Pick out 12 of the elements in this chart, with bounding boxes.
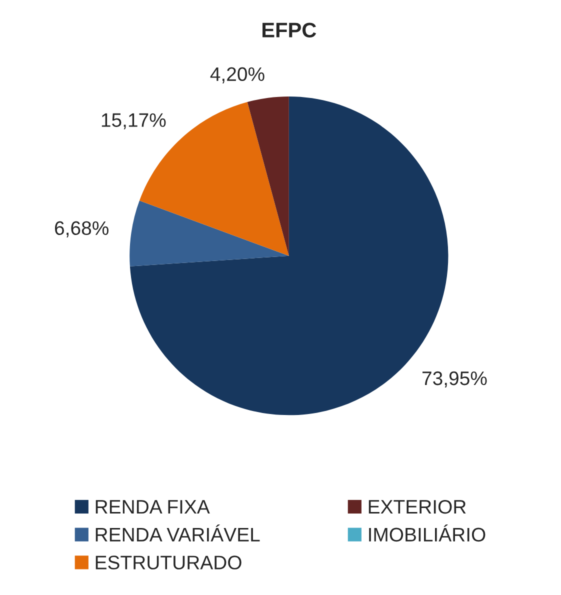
pie-slice [247,96,289,256]
legend-label: EXTERIOR [368,500,466,514]
legend-label: ESTRUTURADO [96,556,242,570]
pie-slice [130,200,289,266]
data-label: 15,17% [102,113,166,130]
legend-label: IMOBILIÁRIO [369,524,486,542]
data-label: 4,20% [210,67,264,84]
chart-title: EFPC [262,22,316,38]
legend-label: RENDA VARIÁVEL [96,524,260,542]
data-label: 73,95% [422,371,487,388]
data-label: 6,68% [55,221,108,238]
legend-label: RENDA FIXA [96,500,210,514]
